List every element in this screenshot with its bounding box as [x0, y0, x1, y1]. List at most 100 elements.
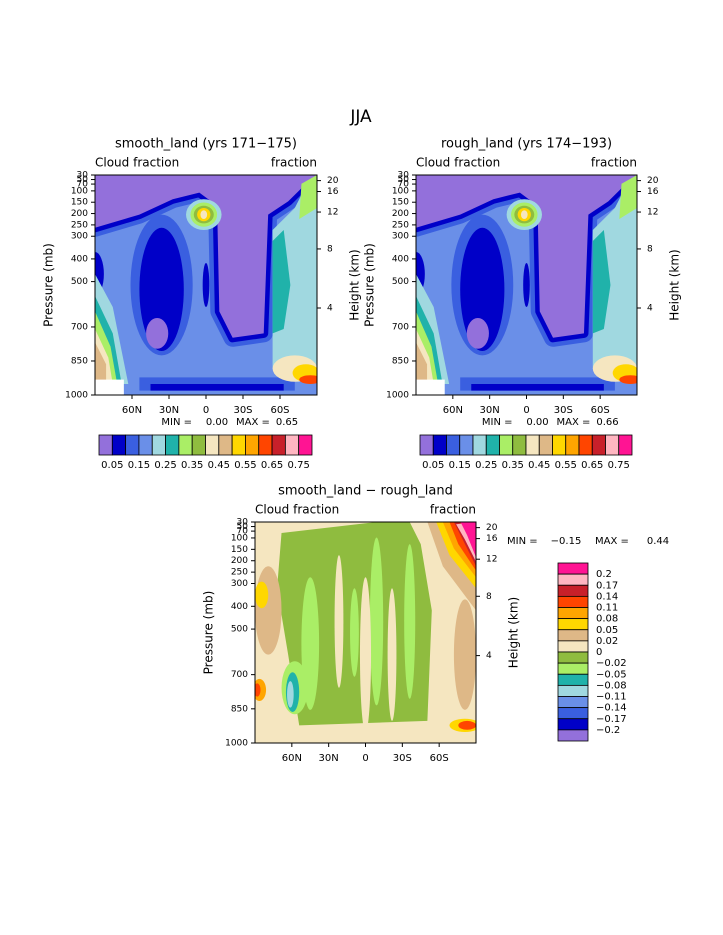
- colorbar-box: [578, 434, 593, 456]
- y2-tick-label: 12: [647, 208, 658, 218]
- contour-region: [95, 342, 107, 384]
- y2-tick-label: 8: [327, 244, 333, 254]
- x-tick-label: 30S: [393, 753, 412, 764]
- contour-region: [453, 599, 476, 710]
- y-tick-label: 1000: [225, 739, 248, 749]
- min-value: 0.00: [526, 417, 548, 428]
- contour-region: [619, 375, 637, 384]
- colorbar-box: [557, 562, 589, 575]
- left-label: Cloud fraction: [95, 156, 179, 170]
- y-tick-label: 400: [71, 254, 88, 264]
- colorbar-box: [557, 718, 589, 731]
- contour-region: [523, 263, 530, 307]
- right-label: fraction: [430, 503, 476, 517]
- contour-region: [359, 577, 372, 732]
- contour-region: [350, 588, 359, 677]
- colorbar-box: [557, 618, 589, 631]
- colorbar-label: −0.08: [596, 680, 627, 691]
- contour-region: [387, 588, 397, 721]
- contour-region: [299, 175, 317, 219]
- y-tick-label: 50: [237, 522, 249, 532]
- right-label: fraction: [271, 156, 317, 170]
- x-tick-label: 0: [523, 405, 529, 416]
- y-tick-label: 850: [392, 356, 409, 366]
- missing-region: [416, 379, 445, 395]
- y-tick-label: 250: [71, 220, 88, 230]
- colorbar-box: [205, 434, 220, 456]
- x-tick-label: 30N: [159, 405, 179, 416]
- colorbar-label: 0.05: [422, 460, 444, 471]
- y2-tick-label: 16: [486, 534, 498, 544]
- x-tick-label: 60S: [270, 405, 289, 416]
- missing-region: [95, 379, 124, 395]
- min-label: MIN =: [482, 417, 513, 428]
- y-tick-label: 100: [392, 186, 409, 196]
- x-tick-label: 60S: [591, 405, 610, 416]
- colorbar-label: 0.25: [154, 460, 176, 471]
- colorbar-box: [557, 729, 589, 742]
- y-tick-label: 100: [231, 533, 248, 543]
- y-tick-label: 70: [398, 180, 410, 190]
- colorbar-label: 0.05: [596, 625, 618, 636]
- y-tick-label: 700: [71, 322, 88, 332]
- colorbar-box: [557, 684, 589, 697]
- contour-region: [95, 175, 317, 338]
- y2-tick-label: 12: [486, 555, 497, 565]
- contour-region: [619, 175, 637, 219]
- y-tick-label: 150: [392, 198, 409, 208]
- colorbar-box: [191, 434, 206, 456]
- min-value: −0.15: [551, 536, 582, 547]
- y-tick-label: 250: [231, 568, 248, 578]
- colorbar-label: 0.55: [555, 460, 577, 471]
- contour-region: [416, 342, 428, 384]
- y-tick-label: 30: [398, 171, 410, 181]
- contour-field: [95, 175, 317, 395]
- contour-region: [139, 227, 184, 351]
- contour-region: [592, 230, 611, 334]
- colorbar-box: [557, 707, 589, 720]
- y-tick-label: 500: [231, 625, 248, 635]
- x-tick-label: 30S: [233, 405, 252, 416]
- colorbar-box: [485, 434, 500, 456]
- colorbar-box: [557, 573, 589, 586]
- contour-region: [255, 683, 261, 697]
- y2-tick-label: 20: [486, 523, 498, 533]
- x-tick-label: 30N: [319, 753, 339, 764]
- contour-region: [255, 581, 269, 609]
- y2-axis-label: Height (km): [668, 249, 682, 320]
- y-tick-label: 500: [392, 277, 409, 287]
- contour-region: [471, 384, 604, 391]
- colorbar-box: [557, 673, 589, 686]
- y2-tick-label: 8: [647, 244, 653, 254]
- contour-region: [255, 566, 282, 655]
- colorbar-box: [557, 651, 589, 664]
- y-tick-label: 400: [392, 254, 409, 264]
- panel-title: rough_land (yrs 174−193): [441, 137, 612, 152]
- y-tick-label: 300: [231, 579, 248, 589]
- contour-region: [460, 522, 476, 558]
- colorbar-box: [231, 434, 246, 456]
- y-tick-label: 250: [392, 220, 409, 230]
- x-tick-label: 0: [362, 753, 368, 764]
- colorbar-box: [298, 434, 313, 456]
- contour-field: [255, 522, 476, 743]
- colorbar-box: [271, 434, 286, 456]
- colorbar-box: [284, 434, 300, 456]
- colorbar-box: [557, 595, 589, 608]
- colorbar-box: [557, 584, 589, 597]
- contour-region: [520, 210, 528, 220]
- contour-region: [200, 210, 208, 220]
- colorbar-box: [446, 434, 461, 456]
- y2-tick-label: 20: [327, 176, 339, 186]
- colorbar-label: −0.11: [596, 692, 627, 703]
- y2-tick-label: 4: [647, 303, 653, 313]
- y-tick-label: 700: [231, 670, 248, 680]
- colorbar-box: [258, 434, 273, 456]
- y-axis-label: Pressure (mb): [42, 243, 56, 327]
- colorbar-label: 0.14: [596, 591, 618, 602]
- x-tick-label: 60S: [430, 753, 449, 764]
- y-tick-label: 300: [392, 232, 409, 242]
- y-axis-label: Pressure (mb): [202, 591, 216, 675]
- y-tick-label: 150: [71, 198, 88, 208]
- colorbar-box: [512, 434, 527, 456]
